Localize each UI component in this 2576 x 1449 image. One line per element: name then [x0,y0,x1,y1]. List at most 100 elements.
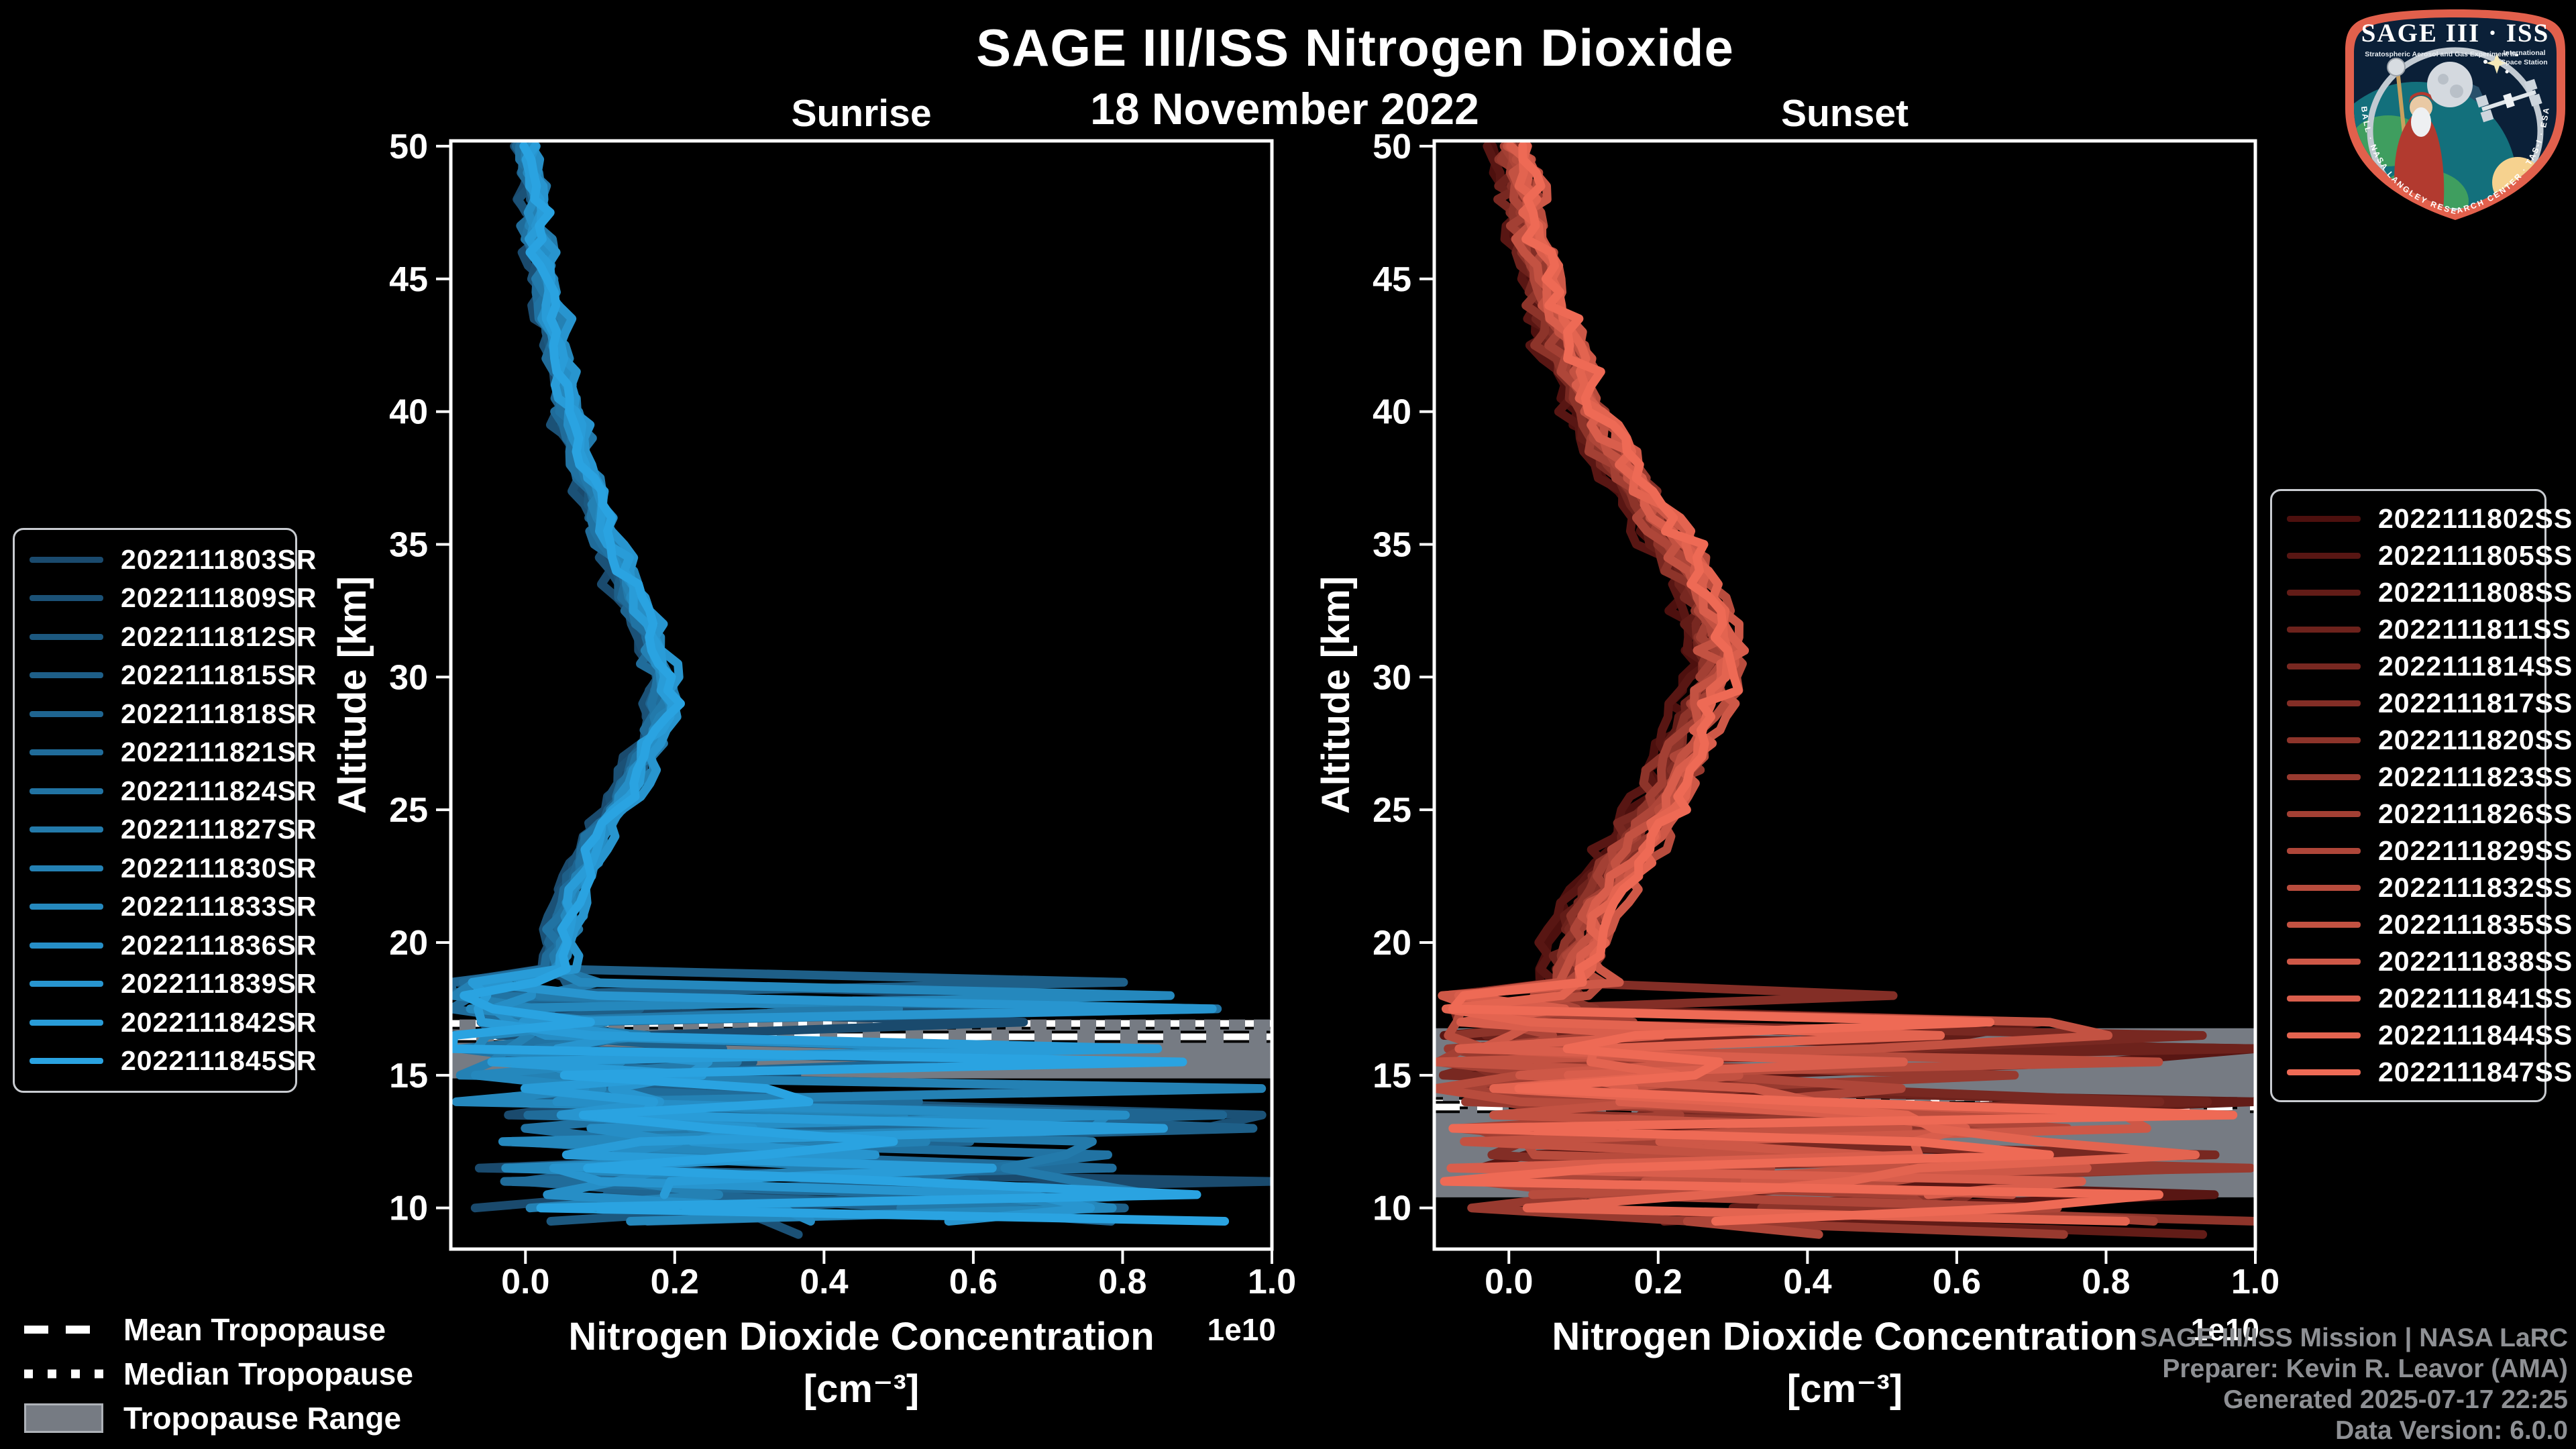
legend-line-swatch [30,904,103,910]
logo-star [2486,52,2508,74]
legend-line-swatch [2287,774,2361,780]
legend-item-2022111847SS: 2022111847SS [2272,1057,2572,1088]
x-axis-offset-label: 1e10 [2191,1312,2259,1347]
y-tick-label: 30 [389,658,428,697]
legend-item-2022111842SR: 2022111842SR [15,1007,316,1038]
mean-tropopause-legend-item: Mean Tropopause [24,1312,413,1347]
plot-border [449,139,1274,1251]
legend-item-2022111812SR: 2022111812SR [15,621,316,653]
legend-line-swatch [2287,885,2361,891]
range-tropopause-legend-item: Tropopause Range [24,1401,413,1436]
legend-event-id: 2022111842SR [121,1006,317,1038]
legend-item-2022111841SS: 2022111841SS [2272,983,2572,1014]
y-tick-label: 25 [1373,791,1411,830]
legend-event-id: 2022111836SR [121,929,317,961]
x-axis-label: Nitrogen Dioxide Concentration [1552,1315,2137,1358]
legend-line-swatch [30,865,103,871]
x-tick-label: 0.0 [501,1263,549,1301]
logo-moon [2427,62,2473,107]
y-axis-label: Altitude [km] [331,576,374,814]
legend-item-2022111829SS: 2022111829SS [2272,835,2572,867]
x-tick-label: 0.2 [1634,1263,1682,1301]
legend-item-2022111808SS: 2022111808SS [2272,577,2572,608]
logo-title: SAGE III · ISS [2361,19,2550,48]
y-tick-label: 40 [1373,393,1411,432]
legend-line-swatch [30,981,103,987]
y-tick-label: 10 [389,1189,428,1228]
legend-item-2022111830SR: 2022111830SR [15,853,316,884]
legend-event-id: 2022111833SR [121,891,317,922]
legend-item-2022111823SS: 2022111823SS [2272,761,2572,793]
legend-line-swatch [30,942,103,949]
legend-item-2022111845SR: 2022111845SR [15,1045,316,1077]
legend-event-id: 2022111826SS [2378,798,2573,829]
logo-orbit-ring [2367,47,2544,211]
legend-item-2022111838SS: 2022111838SS [2272,946,2572,977]
legend-line-swatch [2287,516,2361,522]
attribution-mission: SAGE III/ISS Mission | NASA LaRC [2140,1324,2568,1352]
legend-event-id: 2022111802SS [2378,503,2573,534]
legend-event-id: 2022111811SS [2378,614,2571,645]
legend-line-swatch [2287,1032,2361,1038]
legend-event-id: 2022111817SS [2378,688,2573,718]
x-axis-units-label: [cm⁻³] [804,1367,919,1411]
x-tick-label: 0.2 [651,1263,699,1301]
legend-event-id: 2022111820SS [2378,724,2573,755]
x-tick-label: 0.8 [2082,1263,2130,1301]
legend-item-2022111818SR: 2022111818SR [15,698,316,730]
legend-line-swatch [2287,553,2361,559]
sunrise-event-legend: 2022111803SR 2022111809SR 2022111812SR 2022… [13,528,316,1093]
legend-line-swatch [2287,811,2361,817]
legend-line-swatch [2287,996,2361,1002]
y-tick-label: 45 [389,260,428,299]
y-tick-label: 25 [389,791,428,830]
legend-line-swatch [30,633,103,640]
median-tropopause-label: Median Tropopause [123,1356,413,1391]
dashed-line-swatch [24,1323,103,1336]
legend-item-2022111817SS: 2022111817SS [2272,688,2572,719]
legend-item-2022111809SR: 2022111809SR [15,582,316,614]
sunrise-plot: 0.0 0.2 0.4 0.6 0.8 1.0 10 15 20 25 30 35 40 45 50 1e10… [331,127,1296,1411]
legend-item-2022111836SR: 2022111836SR [15,930,316,961]
legend-item-2022111802SS: 2022111802SS [2272,503,2572,535]
y-axis-label: Altitude [km] [1314,576,1358,814]
legend-event-id: 2022111818SR [121,698,317,729]
legend-item-2022111824SR: 2022111824SR [15,775,316,807]
y-tick-label: 30 [1373,658,1411,697]
x-tick-label: 0.0 [1485,1263,1533,1301]
legend-item-2022111827SR: 2022111827SR [15,814,316,845]
legend-item-2022111803SR: 2022111803SR [15,544,316,576]
y-tick-label: 20 [1373,924,1411,963]
logo-subtitle-station: Space Station [2501,58,2547,66]
legend-item-2022111826SS: 2022111826SS [2272,798,2572,830]
legend-line-swatch [30,788,103,794]
legend-line-swatch [2287,663,2361,669]
attribution-data-version: Data Version: 6.0.0 [2335,1416,2568,1445]
legend-line-swatch [2287,737,2361,743]
legend-event-id: 2022111808SS [2378,577,2573,608]
legend-event-id: 2022111827SR [121,814,317,845]
profile-line-2022111847SS [1440,142,2238,1226]
legend-event-id: 2022111830SR [121,852,317,883]
x-axis-label: Nitrogen Dioxide Concentration [568,1315,1154,1358]
legend-event-id: 2022111838SS [2378,946,2573,977]
legend-event-id: 2022111821SR [121,737,317,768]
legend-event-id: 2022111812SR [121,621,317,652]
legend-line-swatch [30,749,103,756]
y-tick-label: 50 [389,127,428,166]
y-tick-label: 10 [1373,1189,1411,1228]
sage-iii-iss-logo: SAGE III · ISS Stratospheric Aerosol and… [2345,9,2565,220]
median-tropopause-legend-item: Median Tropopause [24,1356,413,1391]
y-tick-label: 40 [389,393,428,432]
legend-event-id: 2022111845SR [121,1045,317,1077]
legend-line-swatch [2287,922,2361,928]
x-tick-label: 0.4 [1783,1263,1831,1301]
x-tick-label: 1.0 [2231,1263,2279,1301]
legend-line-swatch [2287,1069,2361,1075]
y-tick-label: 15 [389,1057,428,1095]
legend-line-swatch [2287,959,2361,965]
legend-event-id: 2022111844SS [2378,1020,2573,1051]
legend-item-2022111839SR: 2022111839SR [15,968,316,1000]
y-tick-label: 50 [1373,127,1411,166]
